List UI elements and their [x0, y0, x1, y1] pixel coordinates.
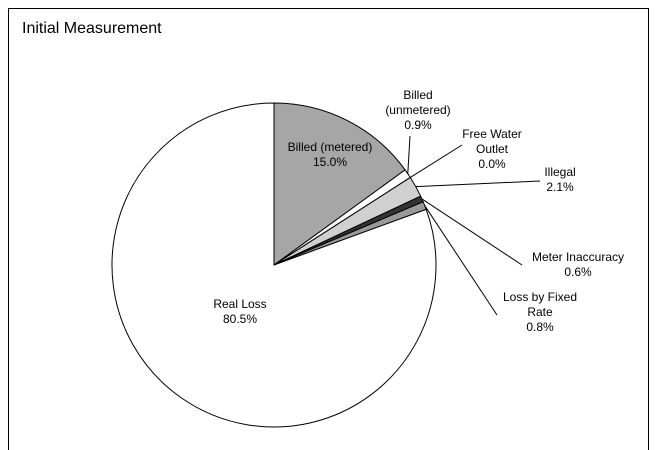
value-label: 15.0%: [312, 155, 348, 169]
slice-label: Meter Inaccuracy 0.6%: [523, 250, 633, 280]
leader-line: [415, 180, 541, 188]
category-label: Illegal: [544, 165, 576, 179]
leader-line: [410, 144, 463, 178]
category-label: Real Loss: [213, 297, 267, 311]
category-label: Billed (metered): [287, 140, 373, 154]
category-label: Meter Inaccuracy: [531, 250, 625, 264]
category-label: Billed (unmetered): [385, 88, 451, 117]
leader-line: [407, 135, 411, 174]
leader-line: [424, 205, 498, 316]
value-label: 2.1%: [546, 180, 574, 194]
slice-label: Billed (unmetered) 0.9%: [378, 88, 458, 133]
category-label: Loss by Fixed Rate: [502, 290, 578, 319]
value-label: 0.8%: [526, 320, 554, 334]
leader-line: [421, 198, 523, 266]
slice-label: Real Loss 80.5%: [190, 297, 290, 327]
category-label: Free Water Outlet: [462, 127, 522, 156]
slice-label: Free Water Outlet 0.0%: [452, 127, 532, 172]
pie-slice: [111, 102, 437, 428]
slice-label: Illegal 2.1%: [525, 165, 595, 195]
value-label: 0.6%: [564, 265, 592, 279]
pie-slice: [273, 102, 406, 266]
value-label: 80.5%: [222, 312, 258, 326]
value-label: 0.0%: [478, 157, 506, 171]
value-label: 0.9%: [404, 118, 432, 132]
slice-label: Billed (metered) 15.0%: [275, 140, 385, 170]
slice-label: Loss by Fixed Rate 0.8%: [495, 290, 585, 335]
chart-title: Initial Measurement: [22, 20, 162, 37]
